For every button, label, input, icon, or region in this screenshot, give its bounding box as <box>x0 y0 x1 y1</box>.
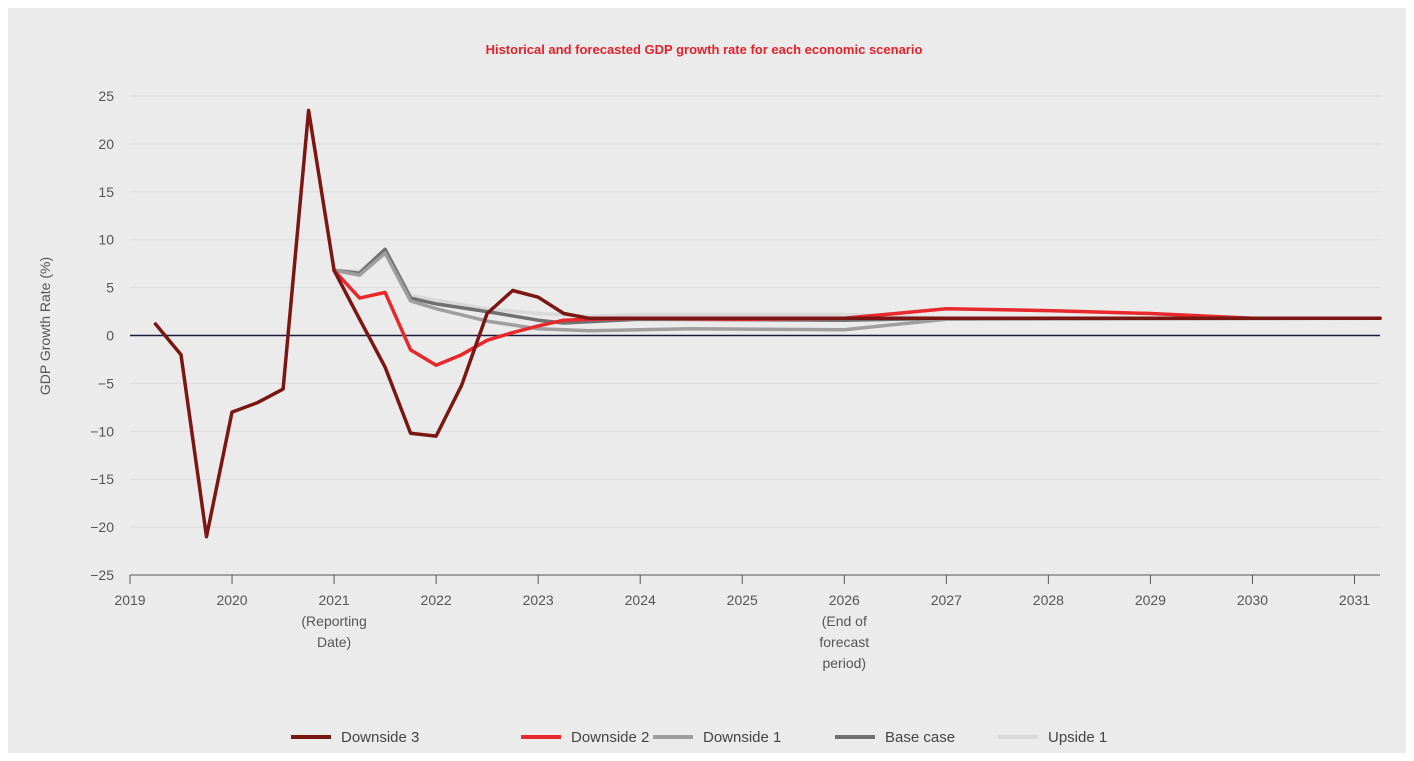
x-tick-labels: 2019 2020 2021 (Reporting Date) 2022 2023 2024 2… <box>114 575 1370 671</box>
x-tick-label-4: 2023 <box>523 592 554 608</box>
x-tick-label-7: 2026 <box>829 592 860 608</box>
x-tick-note-7-2: period) <box>822 655 866 671</box>
series-line-downside-3 <box>153 108 1382 539</box>
x-tick-note-2-1: Date) <box>317 634 351 650</box>
chart-panel: Historical and forecasted GDP growth rat… <box>8 8 1406 753</box>
x-tick-label-12: 2031 <box>1339 592 1370 608</box>
y-tick-labels: 25 20 15 10 5 0 −5 −10 −15 −20 −25 <box>90 88 114 583</box>
x-tick-label-0: 2019 <box>114 592 145 608</box>
y-tick-label-9: −20 <box>90 519 114 535</box>
x-tick-note-7-1: forecast <box>819 634 869 650</box>
x-tick-note-2-0: (Reporting <box>301 613 366 629</box>
y-tick-label-8: −15 <box>90 471 114 487</box>
y-tick-label-3: 10 <box>98 232 114 248</box>
axes <box>130 334 1380 576</box>
y-tick-label-1: 20 <box>98 136 114 152</box>
x-tick-label-5: 2024 <box>625 592 656 608</box>
legend-label-2: Downside 1 <box>703 729 781 746</box>
legend-label-0: Downside 3 <box>341 729 419 746</box>
x-tick-label-10: 2029 <box>1135 592 1166 608</box>
x-tick-label-3: 2022 <box>421 592 452 608</box>
grid-lines <box>130 95 1380 528</box>
x-tick-label-11: 2030 <box>1237 592 1268 608</box>
y-axis-title: GDP Growth Rate (%) <box>37 257 53 395</box>
series-line-downside-2 <box>332 268 1382 367</box>
x-tick-label-8: 2027 <box>931 592 962 608</box>
x-tick-label-1: 2020 <box>216 592 247 608</box>
y-tick-label-10: −25 <box>90 567 114 583</box>
series-line-downside-1 <box>332 251 1382 333</box>
y-tick-label-6: −5 <box>98 375 114 391</box>
legend-label-3: Base case <box>885 729 955 746</box>
gdp-line-chart: Historical and forecasted GDP growth rat… <box>37 42 1382 746</box>
y-tick-label-0: 25 <box>98 88 114 104</box>
y-tick-label-7: −10 <box>90 423 114 439</box>
legend: Downside 3 Downside 2 Downside 1 Base case U… <box>291 729 1107 746</box>
legend-label-4: Upside 1 <box>1048 729 1107 746</box>
x-tick-label-2: 2021 <box>319 592 350 608</box>
legend-label-1: Downside 2 <box>571 729 649 746</box>
x-tick-label-9: 2028 <box>1033 592 1064 608</box>
x-tick-label-6: 2025 <box>727 592 758 608</box>
y-tick-label-2: 15 <box>98 184 114 200</box>
chart-title: Historical and forecasted GDP growth rat… <box>486 42 923 57</box>
x-tick-note-7-0: (End of <box>822 613 867 629</box>
series-lines <box>153 108 1382 539</box>
y-tick-label-5: 0 <box>106 328 114 344</box>
y-tick-label-4: 5 <box>106 280 114 296</box>
